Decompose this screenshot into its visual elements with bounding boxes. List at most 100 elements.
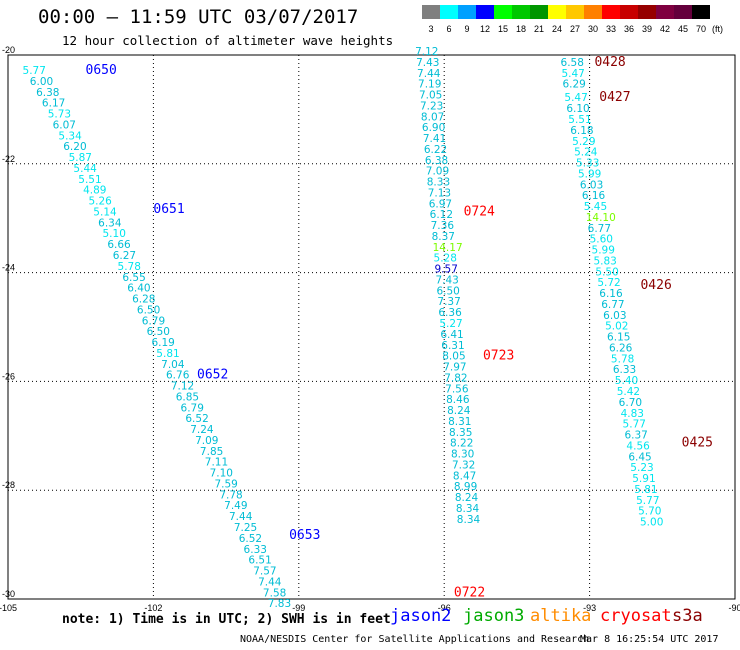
wave-height-value: 6.41 (440, 329, 463, 341)
wave-height-value: 5.00 (640, 517, 663, 529)
y-tick-label: -26 (2, 371, 15, 381)
y-tick-label: -22 (2, 154, 15, 164)
legend-tick-label: 24 (552, 24, 562, 34)
wave-height-value: 4.56 (626, 440, 650, 452)
y-tick-label: -20 (2, 45, 15, 55)
wave-height-value: 6.66 (107, 239, 131, 251)
wave-height-value: 6.07 (53, 119, 76, 131)
legend-swatch (476, 5, 494, 19)
legend-tick-label: 39 (642, 24, 652, 34)
wave-height-value: 5.51 (568, 114, 591, 126)
wave-height-value: 7.10 (210, 468, 233, 480)
wave-height-value: 6.38 (425, 155, 448, 167)
wave-height-value: 6.31 (441, 340, 464, 352)
footer-organization: NOAA/NESDIS Center for Satellite Applica… (240, 634, 590, 645)
wave-height-value: 7.83 (268, 598, 291, 610)
legend-swatch (512, 5, 530, 19)
wave-height-value: 7.09 (426, 166, 449, 178)
legend-swatch (620, 5, 638, 19)
wave-height-value: 6.00 (30, 76, 53, 88)
wave-height-value: 6.97 (429, 198, 452, 210)
legend-jason3: jason3 (463, 606, 525, 626)
wave-height-value: 5.99 (592, 245, 615, 257)
wave-height-value: 6.45 (628, 451, 651, 463)
wave-height-value: 8.30 (451, 449, 474, 461)
y-tick-label: -30 (2, 589, 15, 599)
wave-height-value: 6.79 (181, 402, 204, 414)
wave-height-value: 5.26 (88, 196, 112, 208)
wave-height-value: 7.19 (418, 79, 441, 91)
wave-height-value: 7.58 (263, 587, 286, 599)
wave-height-value: 6.40 (127, 283, 150, 295)
legend-tick-label: 45 (678, 24, 688, 34)
wave-height-value: 6.76 (166, 370, 190, 382)
wave-height-value: 5.81 (634, 484, 657, 496)
wave-height-value: 6.28 (132, 294, 155, 306)
wave-height-value: 7.43 (416, 57, 439, 69)
wave-height-value: 7.32 (452, 459, 475, 471)
wave-height-value: 5.50 (595, 266, 618, 278)
wave-height-value: 6.03 (603, 310, 626, 322)
wave-height-value: 6.36 (438, 307, 462, 319)
legend-tick-label: 21 (534, 24, 544, 34)
wave-height-value: 5.81 (156, 348, 179, 360)
wave-height-value: 6.12 (430, 209, 453, 221)
wave-height-value: 6.50 (137, 304, 160, 316)
y-tick-label: -28 (2, 480, 15, 490)
x-tick-label: -96 (438, 603, 451, 613)
legend-swatch (638, 5, 656, 19)
wave-height-value: 7.23 (420, 100, 443, 112)
x-tick-label: -102 (144, 603, 162, 613)
wave-height-value: 7.56 (445, 383, 469, 395)
wave-height-value: 8.35 (449, 427, 472, 439)
wave-height-value: 7.36 (431, 220, 455, 232)
pass-time-label: 0652 (197, 368, 228, 383)
wave-height-value: 7.25 (234, 522, 257, 534)
page-title: 00:00 – 11:59 UTC 03/07/2017 (38, 6, 359, 28)
wave-height-value: 5.77 (23, 65, 46, 77)
wave-height-value: 8.34 (456, 503, 480, 515)
wave-height-value: 5.60 (590, 234, 613, 246)
wave-height-value: 7.59 (214, 478, 237, 490)
wave-height-value: 6.55 (122, 272, 145, 284)
wave-height-value: 6.33 (613, 364, 636, 376)
legend-tick-label: 42 (660, 24, 670, 34)
wave-height-value: 5.99 (578, 168, 601, 180)
legend-tick-label: 36 (624, 24, 634, 34)
pass-time-label: 0724 (464, 204, 495, 219)
legend-swatch (422, 5, 440, 19)
legend-tick-label: 70 (696, 24, 706, 34)
wave-height-value: 7.05 (419, 90, 442, 102)
wave-height-value: 7.44 (258, 576, 282, 588)
wave-height-value: 8.33 (427, 177, 450, 189)
wave-height-value: 7.12 (415, 46, 438, 58)
legend-swatch (692, 5, 710, 19)
x-tick-label: -90 (728, 603, 740, 613)
wave-height-value: 7.13 (428, 187, 451, 199)
wave-height-value: 7.09 (195, 435, 218, 447)
wave-height-value: 8.37 (432, 231, 455, 243)
wave-height-value: 14.10 (586, 212, 616, 224)
wave-height-value: 6.52 (185, 413, 208, 425)
wave-height-value: 6.16 (599, 288, 623, 300)
wave-height-value: 7.44 (229, 511, 253, 523)
legend-tick-label: 3 (428, 24, 433, 34)
wave-height-value: 5.70 (638, 506, 661, 518)
wave-height-value: 5.83 (593, 255, 616, 267)
wave-height-value: 6.34 (98, 217, 122, 229)
wave-height-value: 6.79 (142, 315, 165, 327)
wave-height-value: 6.33 (244, 544, 267, 556)
wave-height-value: 6.29 (562, 79, 585, 91)
wave-height-value: 5.91 (632, 473, 655, 485)
legend-tick-label: 18 (516, 24, 526, 34)
wave-height-value: 6.38 (36, 87, 59, 99)
wave-height-value: 7.82 (444, 372, 467, 384)
legend-swatch (548, 5, 566, 19)
wave-height-value: 7.97 (443, 362, 466, 374)
wave-height-value: 5.28 (434, 253, 457, 265)
footer-timestamp: Mar 8 16:25:54 UTC 2017 (580, 634, 719, 645)
wave-height-value: 6.52 (239, 533, 262, 545)
wave-height-value: 5.45 (584, 201, 607, 213)
legend-altika: altika (530, 606, 592, 626)
